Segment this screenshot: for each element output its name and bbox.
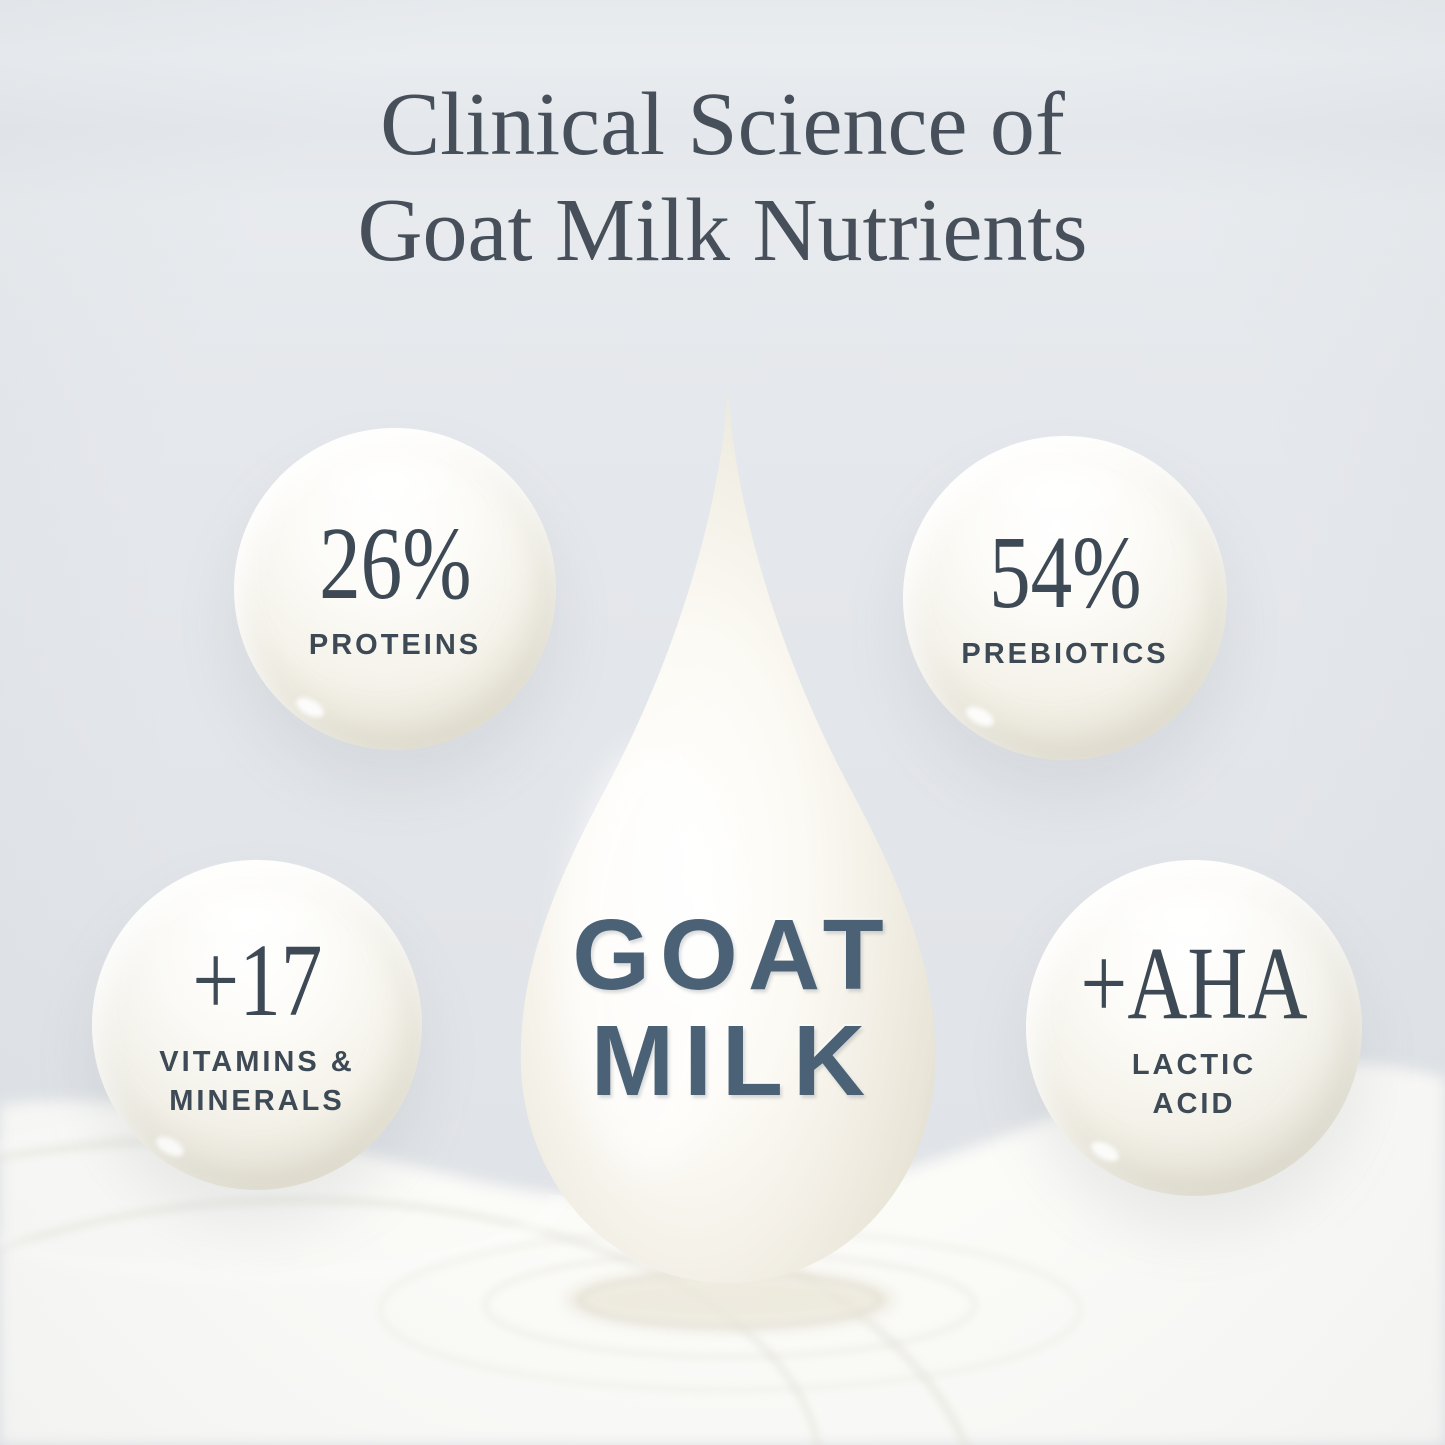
- droplet-sheen: [563, 745, 733, 1175]
- proteins-value: 26%: [319, 512, 472, 616]
- bubble-vitamins-minerals: +17 VITAMINS & MINERALS: [92, 860, 422, 1190]
- bubble-proteins: 26% PROTEINS: [234, 428, 556, 750]
- bubble-lactic-acid: +AHA LACTIC ACID: [1026, 860, 1362, 1196]
- proteins-label: PROTEINS: [309, 626, 481, 665]
- droplet-label: GOAT MILK: [562, 902, 893, 1114]
- vitamins-label: VITAMINS & MINERALS: [159, 1043, 354, 1121]
- prebiotics-label: PREBIOTICS: [961, 635, 1168, 674]
- page-title-line2: Goat Milk Nutrients: [0, 178, 1445, 284]
- droplet-pool-shadow: [565, 1270, 895, 1330]
- bubble-prebiotics: 54% PREBIOTICS: [903, 436, 1227, 760]
- page-title-line1: Clinical Science of: [0, 72, 1445, 178]
- splash-arc-inner: [0, 1196, 824, 1445]
- droplet-label-line2: MILK: [562, 1008, 893, 1114]
- lactic-acid-label: LACTIC ACID: [1132, 1046, 1256, 1124]
- droplet-label-line1: GOAT: [562, 902, 893, 1008]
- prebiotics-value: 54%: [989, 521, 1142, 625]
- vitamins-value: +17: [192, 928, 322, 1033]
- lactic-acid-value: +AHA: [1080, 931, 1307, 1036]
- page-title: Clinical Science of Goat Milk Nutrients: [0, 72, 1445, 284]
